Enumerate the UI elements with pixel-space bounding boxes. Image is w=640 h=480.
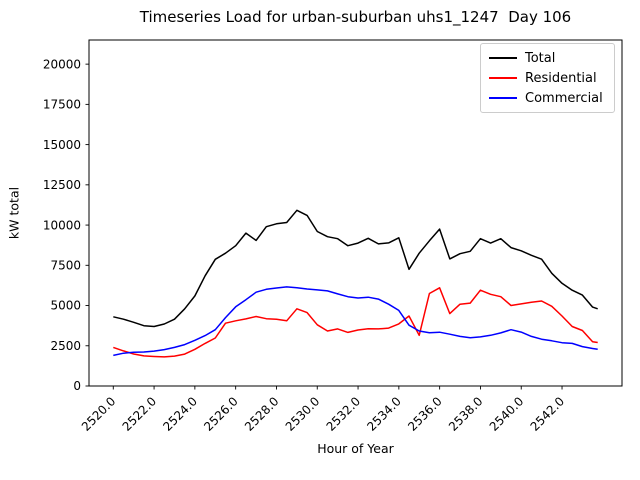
x-tick-label: 2542.0: [528, 394, 568, 434]
y-tick-label: 12500: [43, 178, 81, 192]
series-line-residential: [113, 287, 598, 358]
legend-line-swatch: [489, 76, 517, 80]
x-tick-label: 2522.0: [120, 394, 160, 434]
series-line-total: [113, 209, 598, 328]
legend: Total Residential Commercial: [480, 43, 615, 113]
y-tick-label: 7500: [50, 259, 81, 273]
legend-entry-commercial: Commercial: [489, 89, 606, 107]
legend-label: Commercial: [525, 90, 603, 106]
x-tick-label: 2536.0: [405, 394, 445, 434]
x-tick-label: 2524.0: [160, 394, 200, 434]
y-tick-label: 2500: [50, 339, 81, 353]
legend-line-swatch: [489, 96, 517, 100]
chart-title: Timeseries Load for urban-suburban uhs1_…: [139, 8, 572, 26]
legend-entry-residential: Residential: [489, 69, 606, 87]
x-tick-label: 2540.0: [487, 394, 527, 434]
axes-frame: [88, 39, 623, 387]
x-tick-label: 2526.0: [201, 394, 241, 434]
legend-line-swatch: [489, 56, 517, 60]
y-tick-label: 0: [73, 379, 81, 393]
y-tick-label: 5000: [50, 299, 81, 313]
x-tick-label: 2520.0: [79, 394, 119, 434]
y-tick-label: 15000: [43, 138, 81, 152]
legend-entry-total: Total: [489, 49, 606, 67]
x-axis-label: Hour of Year: [317, 441, 394, 456]
legend-label: Residential: [525, 70, 597, 86]
y-tick-label: 20000: [43, 57, 81, 71]
y-tick-label: 17500: [43, 98, 81, 112]
legend-label: Total: [525, 50, 556, 66]
x-tick-label: 2534.0: [364, 394, 404, 434]
x-tick-label: 2532.0: [324, 394, 364, 434]
x-tick-label: 2530.0: [283, 394, 323, 434]
x-tick-label: 2538.0: [446, 394, 486, 434]
x-tick-label: 2528.0: [242, 394, 282, 434]
y-tick-label: 10000: [43, 218, 81, 232]
series-line-commercial: [113, 286, 598, 357]
